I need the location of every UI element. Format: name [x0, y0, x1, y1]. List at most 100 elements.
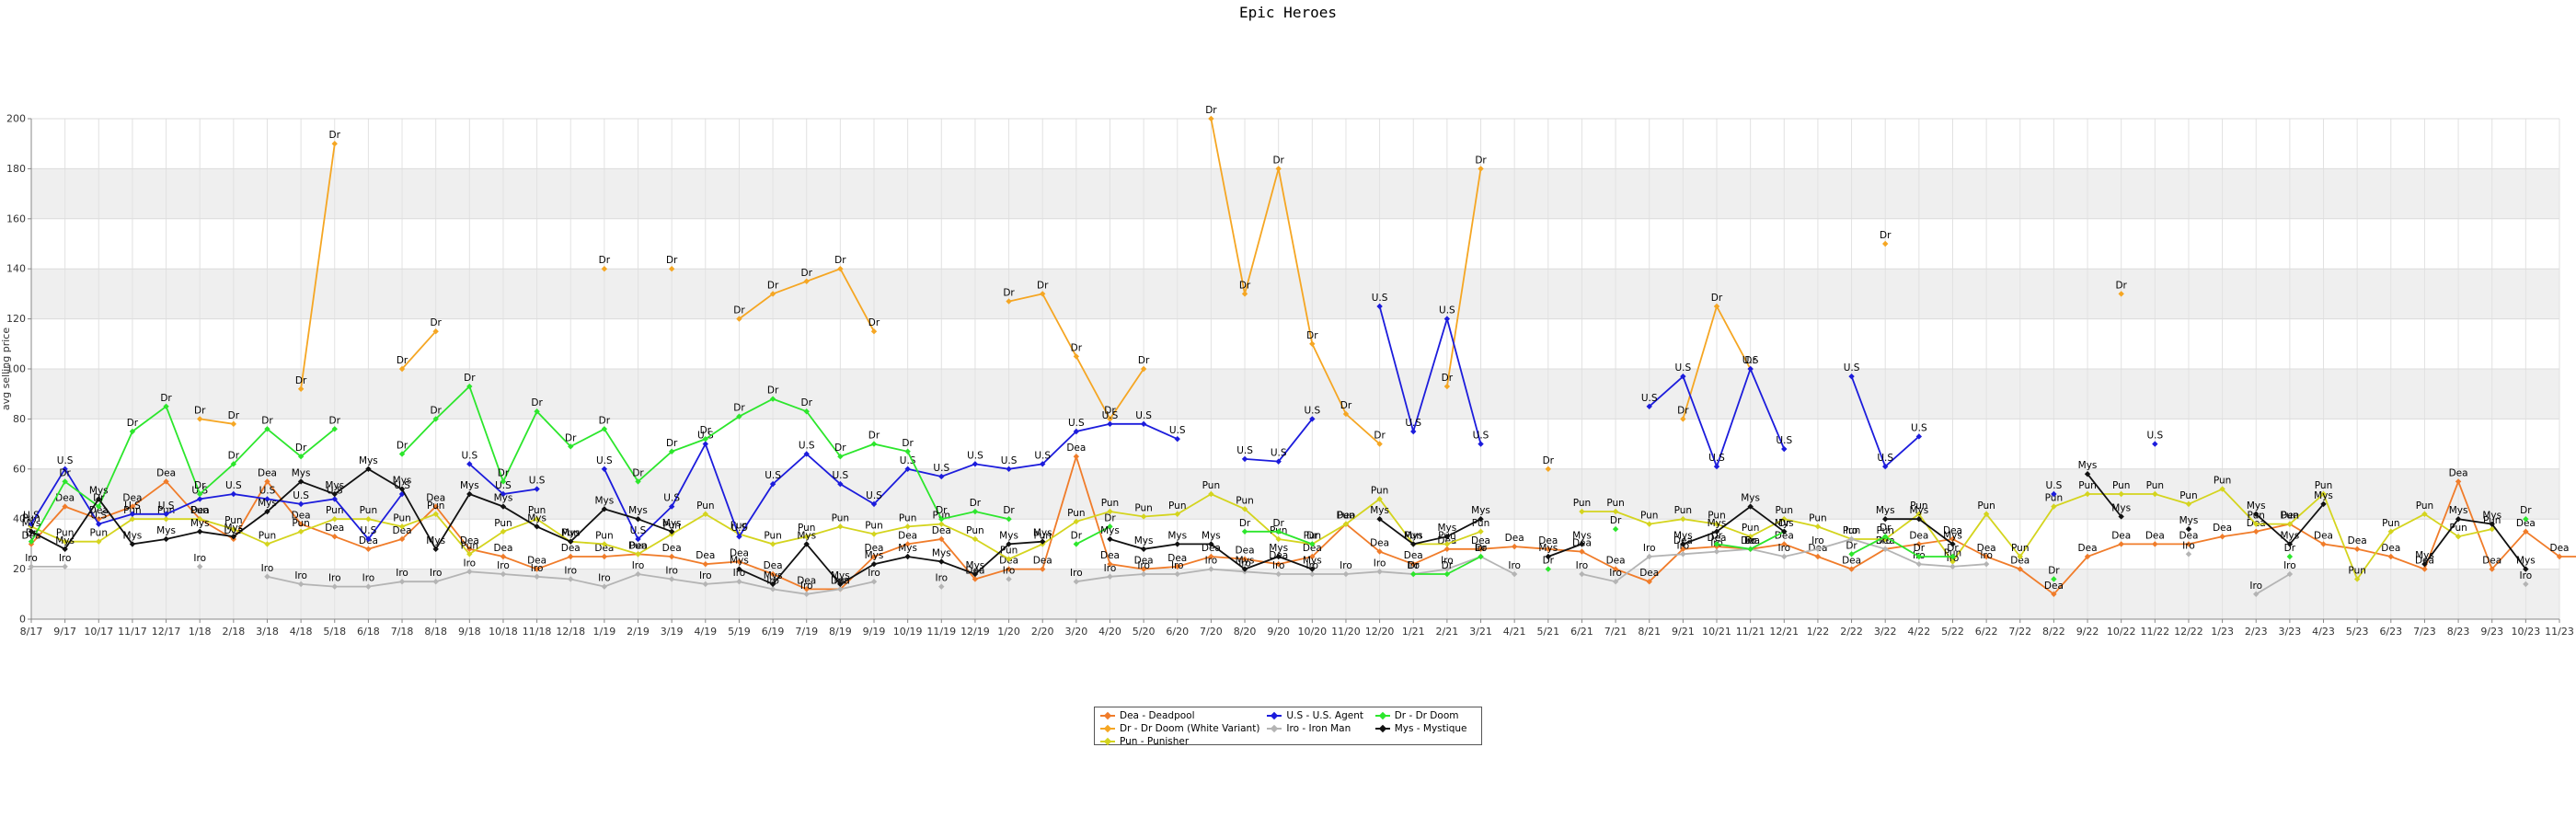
y-tick-label: 60: [13, 463, 26, 475]
data-point: [2286, 521, 2294, 527]
data-label: Dr: [1778, 518, 1790, 529]
data-label: Dr: [1846, 540, 1857, 551]
data-point: [1680, 416, 1686, 422]
data-label: U.S: [1304, 405, 1320, 416]
x-tick-label: 7/18: [391, 626, 414, 638]
data-point: [2017, 553, 2023, 560]
data-label: Mys: [662, 518, 682, 529]
data-point: [500, 503, 507, 510]
data-label: Dr: [733, 305, 745, 316]
data-point: [28, 538, 35, 545]
data-point: [1208, 566, 1214, 572]
data-point: [1882, 516, 1889, 523]
data-point: [904, 553, 911, 560]
series-line: [1378, 305, 1482, 444]
data-label: Dr: [1475, 543, 1487, 554]
data-label: Mys: [190, 518, 210, 529]
data-point: [668, 266, 675, 272]
data-label: Mys: [55, 535, 75, 546]
data-point: [601, 266, 608, 272]
data-point: [230, 461, 237, 467]
x-tick-label: 9/20: [1267, 626, 1290, 638]
data-label: Iro: [699, 570, 712, 581]
data-point: [2253, 511, 2260, 517]
data-label: U.S: [1372, 293, 1388, 304]
data-label: Dr: [160, 393, 172, 404]
data-point: [1342, 410, 1350, 418]
data-point: [702, 560, 708, 568]
data-label: Pun: [427, 500, 444, 512]
data-label: Dr: [801, 268, 813, 279]
data-point: [938, 521, 945, 527]
data-label: Iro: [1441, 556, 1454, 567]
data-point: [601, 553, 608, 560]
data-label: Mys: [1708, 518, 1727, 529]
data-point: [601, 506, 608, 512]
data-label: Iro: [800, 581, 813, 592]
data-label: Dea: [932, 525, 951, 536]
data-label: Iro: [1205, 556, 1218, 567]
data-label: Dr: [834, 255, 846, 266]
data-point: [1073, 579, 1080, 585]
data-label: Pun: [528, 505, 546, 516]
data-point: [1646, 403, 1652, 409]
data-point: [1443, 383, 1451, 390]
data-point: [365, 546, 372, 553]
data-point: [938, 516, 945, 523]
data-label: Mys: [1167, 530, 1187, 541]
data-label: Pun: [1640, 511, 1658, 522]
data-label: Pun: [494, 518, 512, 529]
data-label: U.S: [461, 450, 477, 461]
data-point: [601, 583, 608, 590]
data-label: Pun: [2011, 543, 2029, 554]
data-label: Dea: [2482, 556, 2501, 567]
data-point: [1241, 556, 1248, 562]
data-label: Dr: [902, 438, 914, 449]
data-label: Pun: [2315, 480, 2332, 491]
data-point: [466, 546, 473, 553]
data-point: [1410, 560, 1417, 568]
x-tick-label: 7/19: [795, 626, 818, 638]
data-point: [736, 413, 742, 420]
data-point: [1781, 516, 1788, 523]
data-label: Dea: [898, 530, 917, 541]
x-tick-label: 3/18: [256, 626, 279, 638]
data-point: [938, 535, 945, 543]
data-label: Dea: [1708, 533, 1727, 544]
data-point: [129, 541, 136, 547]
y-tick-label: 200: [6, 113, 26, 125]
data-point: [264, 573, 270, 580]
data-point: [96, 538, 102, 545]
data-point: [2455, 478, 2462, 485]
data-point: [534, 573, 540, 580]
data-label: Dr: [970, 498, 982, 509]
data-point: [904, 541, 911, 547]
y-tick-label: 80: [13, 413, 26, 425]
data-point: [1545, 553, 1551, 560]
data-label: Dr: [1677, 405, 1689, 416]
data-point: [837, 581, 844, 588]
data-point: [1713, 541, 1720, 547]
x-tick-label: 10/22: [2107, 626, 2136, 638]
legend-item: Mys - Mystique: [1374, 723, 1476, 734]
data-label: Iro: [1508, 560, 1521, 571]
data-point: [870, 579, 878, 585]
data-point: [297, 385, 305, 392]
data-point: [870, 553, 878, 560]
data-point: [1579, 541, 1585, 547]
x-tick-label: 10/19: [893, 626, 923, 638]
data-point: [62, 546, 68, 553]
data-label: Pun: [966, 525, 983, 536]
data-label: Dea: [55, 493, 75, 504]
data-point: [1140, 546, 1147, 553]
data-point: [2118, 513, 2124, 520]
data-point: [1949, 535, 1956, 543]
x-tick-label: 11/21: [1736, 626, 1765, 638]
data-label: Pun: [1067, 508, 1085, 519]
data-point: [1848, 551, 1855, 558]
data-point: [2219, 534, 2225, 540]
data-label: Pun: [629, 540, 647, 551]
data-point: [129, 511, 136, 517]
data-label: U.S: [630, 525, 647, 536]
x-tick-label: 6/20: [1166, 626, 1189, 638]
